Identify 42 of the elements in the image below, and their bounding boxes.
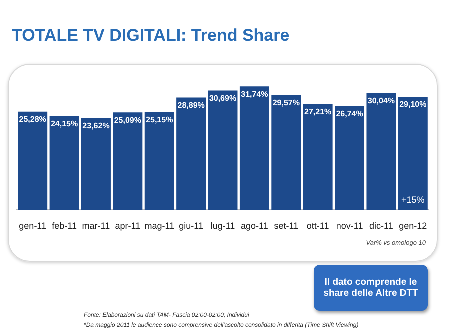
text: Il dato comprende le share delle Altre DTT [314, 265, 428, 311]
bar [272, 95, 302, 210]
x-tick-label: ott-11 [306, 221, 330, 232]
x-tick-label: nov-11 [336, 221, 364, 232]
x-tick-label: mar-11 [82, 221, 110, 232]
data-label: 30,04% [368, 96, 396, 106]
data-label: 31,74% [241, 90, 268, 99]
x-tick-label: set-11 [274, 221, 299, 232]
bar [398, 96, 428, 210]
data-label: 25,15% [146, 116, 174, 125]
x-tick-label: ago-11 [241, 221, 268, 232]
x-tick-label: mag-11 [144, 221, 175, 232]
bar [176, 98, 206, 210]
bar [208, 90, 238, 210]
bar [81, 118, 111, 210]
bar [366, 93, 396, 210]
x-tick-label: giu-11 [179, 221, 204, 232]
bar [240, 86, 270, 210]
x-tick-label: lug-11 [210, 221, 236, 232]
data-label: 25,09% [114, 116, 142, 125]
data-label: 23,62% [82, 121, 110, 130]
x-tick-label: feb-11 [52, 221, 77, 232]
data-label: 25,28% [19, 115, 46, 124]
x-tick-label: apr-11 [115, 221, 141, 232]
data-label: 29,57% [272, 98, 300, 108]
bar [303, 104, 333, 210]
chart-title: TOTALE TV DIGITALI: Trend Share [12, 26, 290, 46]
data-label: 30,69% [209, 94, 237, 103]
data-label: 29,10% [400, 100, 427, 110]
data-label: 24,15% [50, 119, 78, 128]
data-label: 28,89% [178, 100, 205, 110]
x-tick-label: gen-12 [399, 221, 428, 232]
bar [144, 112, 174, 210]
x-tick-label: gen-11 [19, 221, 47, 232]
data-label: 26,74% [336, 109, 364, 118]
annotation: +15% [402, 195, 425, 206]
bar [113, 112, 143, 210]
data-label: 27,21% [304, 108, 332, 117]
bar [18, 112, 48, 210]
bar [335, 106, 365, 210]
bar [50, 116, 80, 210]
x-tick-label: dic-11 [370, 221, 394, 232]
